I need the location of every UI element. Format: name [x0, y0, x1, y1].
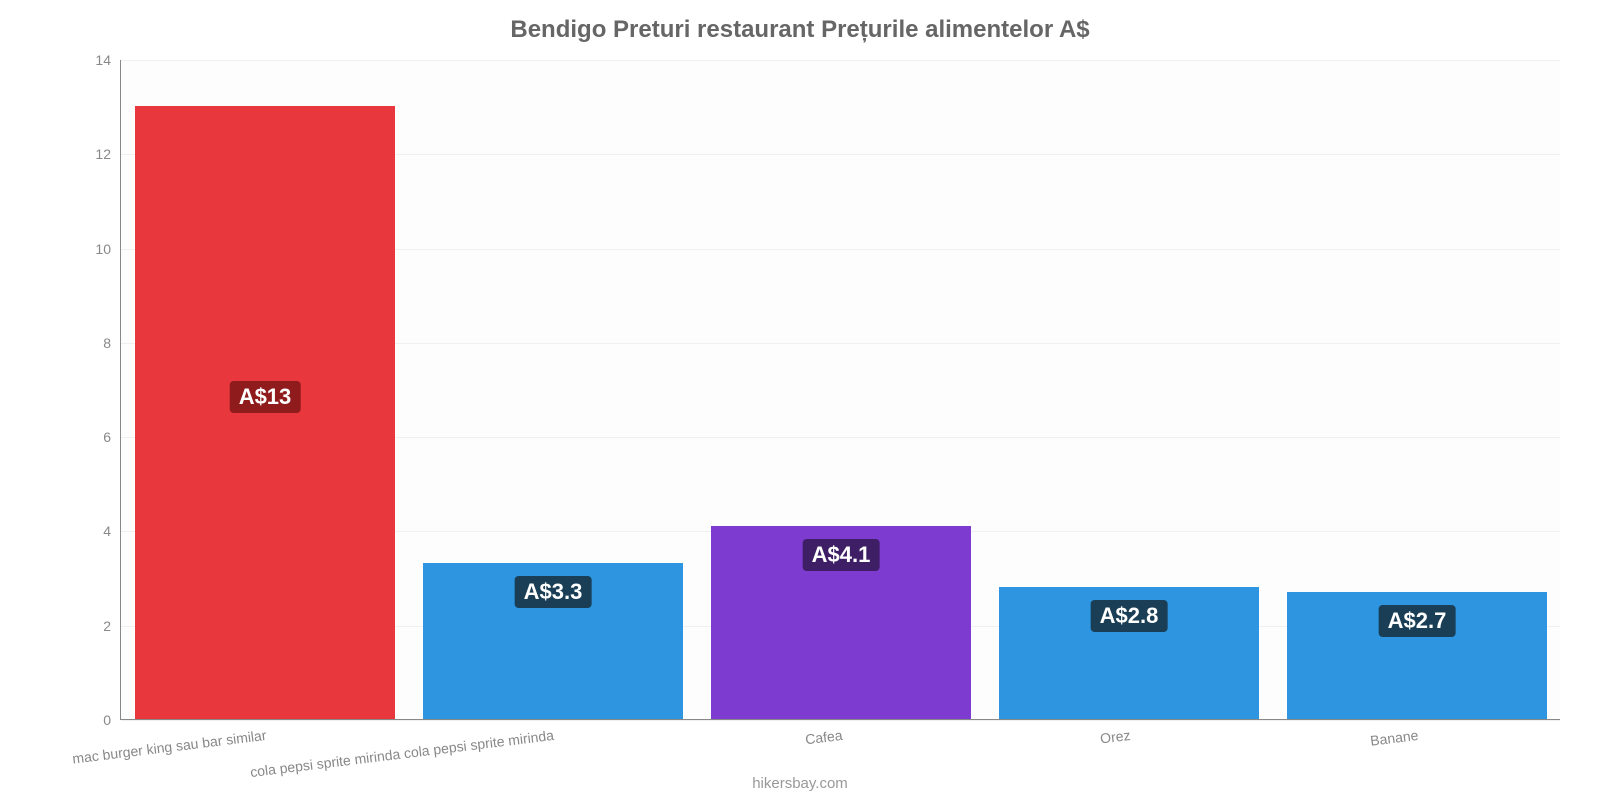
ytick-label: 10	[81, 241, 121, 257]
bar-value-label: A$3.3	[515, 576, 592, 608]
bar: A$2.8	[999, 587, 1258, 719]
x-category-label: Orez	[1098, 719, 1131, 747]
bar-value-label: A$13	[230, 381, 301, 413]
bar: A$13	[135, 106, 394, 719]
chart-title: Bendigo Preturi restaurant Prețurile ali…	[0, 0, 1600, 44]
bar-value-label: A$4.1	[803, 539, 880, 571]
plot-area: 02468101214A$13mac burger king sau bar s…	[120, 60, 1560, 720]
x-category-label: Cafea	[803, 719, 843, 747]
ytick-label: 14	[81, 52, 121, 68]
x-category-label: cola pepsi sprite mirinda cola pepsi spr…	[248, 719, 554, 780]
ytick-label: 8	[81, 335, 121, 351]
ytick-label: 0	[81, 712, 121, 728]
chart-footer: hikersbay.com	[0, 775, 1600, 792]
ytick-label: 2	[81, 618, 121, 634]
x-category-label: Banane	[1368, 719, 1419, 749]
ytick-label: 12	[81, 146, 121, 162]
bar: A$2.7	[1287, 592, 1546, 719]
bar-value-label: A$2.7	[1379, 605, 1456, 637]
gridline	[121, 60, 1560, 61]
ytick-label: 6	[81, 429, 121, 445]
bar: A$4.1	[711, 526, 970, 719]
ytick-label: 4	[81, 523, 121, 539]
chart-container: Bendigo Preturi restaurant Prețurile ali…	[0, 0, 1600, 800]
bar: A$3.3	[423, 563, 682, 719]
bar-value-label: A$2.8	[1091, 600, 1168, 632]
